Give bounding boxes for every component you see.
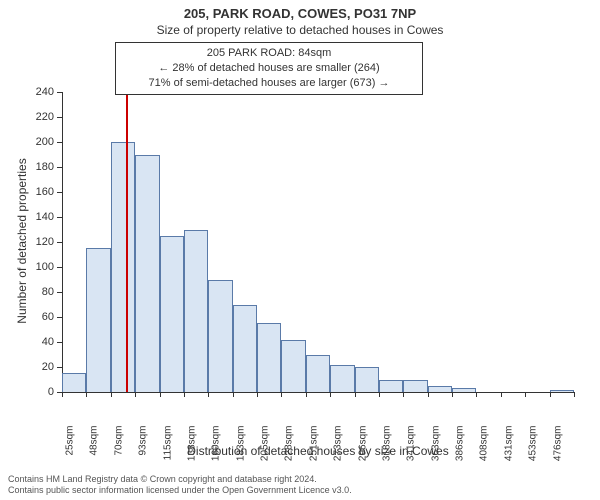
- y-tick: [57, 317, 62, 318]
- x-tick: [452, 392, 453, 397]
- x-tick: [476, 392, 477, 397]
- y-tick: [57, 92, 62, 93]
- y-tick: [57, 342, 62, 343]
- x-tick: [379, 392, 380, 397]
- histogram-bar: [355, 367, 379, 392]
- x-axis: [62, 392, 574, 393]
- y-axis-label: Number of detached properties: [15, 141, 29, 341]
- histogram-bar: [233, 305, 257, 393]
- histogram-bar: [208, 280, 232, 393]
- histogram-bar: [281, 340, 305, 393]
- reference-line: [126, 92, 128, 392]
- y-tick: [57, 117, 62, 118]
- y-tick-label: 60: [26, 311, 54, 323]
- y-tick: [57, 367, 62, 368]
- histogram-bar: [111, 142, 135, 392]
- x-tick: [355, 392, 356, 397]
- x-tick: [403, 392, 404, 397]
- y-tick: [57, 292, 62, 293]
- histogram-bar: [135, 155, 159, 393]
- info-line-1: 205 PARK ROAD: 84sqm: [124, 46, 414, 61]
- footer-attribution: Contains HM Land Registry data © Crown c…: [8, 474, 592, 497]
- x-tick: [281, 392, 282, 397]
- histogram-bar: [379, 380, 403, 393]
- histogram-bar: [62, 373, 86, 392]
- y-tick-label: 160: [26, 186, 54, 198]
- chart-subtitle: Size of property relative to detached ho…: [0, 21, 600, 37]
- y-tick: [57, 217, 62, 218]
- x-tick: [208, 392, 209, 397]
- y-tick-label: 100: [26, 261, 54, 273]
- x-tick: [525, 392, 526, 397]
- plot-area: 02040608010012014016018020022024025sqm48…: [62, 92, 574, 392]
- histogram-bar: [184, 230, 208, 393]
- y-tick-label: 120: [26, 236, 54, 248]
- x-tick: [257, 392, 258, 397]
- y-tick: [57, 267, 62, 268]
- y-tick-label: 200: [26, 136, 54, 148]
- histogram-bar: [306, 355, 330, 393]
- footer-line-2: Contains public sector information licen…: [8, 485, 592, 496]
- x-tick: [233, 392, 234, 397]
- x-axis-label: Distribution of detached houses by size …: [62, 444, 574, 458]
- histogram-bar: [257, 323, 281, 392]
- y-tick-label: 220: [26, 111, 54, 123]
- footer-line-1: Contains HM Land Registry data © Crown c…: [8, 474, 592, 485]
- info-line-3: 71% of semi-detached houses are larger (…: [124, 76, 414, 91]
- x-tick: [135, 392, 136, 397]
- y-tick: [57, 242, 62, 243]
- x-tick: [184, 392, 185, 397]
- histogram-bar: [330, 365, 354, 393]
- chart-container: 205, PARK ROAD, COWES, PO31 7NP Size of …: [0, 0, 600, 500]
- y-axis: [62, 92, 63, 392]
- x-tick: [160, 392, 161, 397]
- x-tick: [501, 392, 502, 397]
- histogram-bar: [452, 388, 476, 392]
- x-tick: [62, 392, 63, 397]
- x-tick: [428, 392, 429, 397]
- y-tick-label: 20: [26, 361, 54, 373]
- y-tick: [57, 167, 62, 168]
- y-tick: [57, 192, 62, 193]
- info-box: 205 PARK ROAD: 84sqm ← 28% of detached h…: [115, 42, 423, 95]
- histogram-bar: [403, 380, 427, 393]
- info-line-2: ← 28% of detached houses are smaller (26…: [124, 61, 414, 76]
- x-tick: [550, 392, 551, 397]
- histogram-bar: [86, 248, 110, 392]
- x-tick: [574, 392, 575, 397]
- y-tick-label: 180: [26, 161, 54, 173]
- x-tick: [111, 392, 112, 397]
- y-tick-label: 240: [26, 86, 54, 98]
- histogram-bar: [550, 390, 574, 393]
- histogram-bar: [160, 236, 184, 392]
- y-tick-label: 80: [26, 286, 54, 298]
- x-tick: [86, 392, 87, 397]
- chart-address-title: 205, PARK ROAD, COWES, PO31 7NP: [0, 0, 600, 21]
- y-tick-label: 140: [26, 211, 54, 223]
- y-tick-label: 0: [26, 386, 54, 398]
- y-tick-label: 40: [26, 336, 54, 348]
- x-tick: [330, 392, 331, 397]
- histogram-bar: [428, 386, 452, 392]
- x-tick: [306, 392, 307, 397]
- y-tick: [57, 142, 62, 143]
